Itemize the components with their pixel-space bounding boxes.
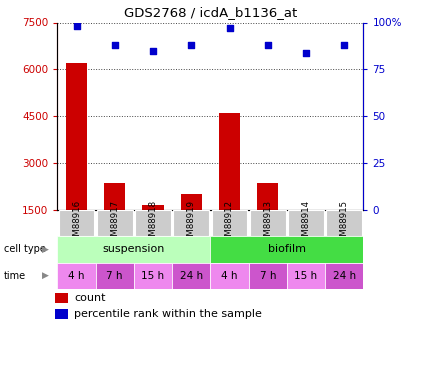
- Bar: [134, 262, 172, 289]
- Bar: [288, 210, 324, 236]
- Bar: [57, 262, 96, 289]
- Bar: [104, 183, 125, 210]
- Bar: [66, 63, 87, 210]
- Text: time: time: [4, 271, 26, 280]
- Text: count: count: [74, 293, 105, 303]
- Text: 4 h: 4 h: [221, 271, 238, 280]
- Text: ▶: ▶: [42, 245, 49, 254]
- Text: suspension: suspension: [103, 244, 165, 254]
- Point: [264, 42, 271, 48]
- Bar: [250, 210, 286, 236]
- Point: [150, 48, 156, 54]
- Bar: [181, 194, 202, 210]
- Bar: [334, 210, 355, 213]
- Point: [111, 42, 118, 48]
- Text: 15 h: 15 h: [295, 271, 317, 280]
- Text: biofilm: biofilm: [268, 244, 306, 254]
- Text: 4 h: 4 h: [68, 271, 85, 280]
- Point: [303, 50, 309, 55]
- Text: cell type: cell type: [4, 244, 46, 254]
- Bar: [59, 210, 94, 236]
- Text: GSM88919: GSM88919: [187, 200, 196, 247]
- Text: 15 h: 15 h: [142, 271, 164, 280]
- Bar: [173, 210, 209, 236]
- Bar: [55, 294, 68, 303]
- Text: ▶: ▶: [42, 271, 49, 280]
- Bar: [142, 206, 164, 210]
- Point: [73, 23, 80, 29]
- Text: GSM88914: GSM88914: [301, 200, 311, 247]
- Text: GSM88917: GSM88917: [110, 200, 119, 247]
- Bar: [55, 309, 68, 319]
- Bar: [210, 236, 363, 262]
- Bar: [96, 262, 134, 289]
- Text: GSM88912: GSM88912: [225, 200, 234, 247]
- Text: GSM88915: GSM88915: [340, 200, 349, 247]
- Bar: [249, 262, 287, 289]
- Point: [188, 42, 195, 48]
- Bar: [212, 210, 247, 236]
- Title: GDS2768 / icdA_b1136_at: GDS2768 / icdA_b1136_at: [124, 6, 297, 18]
- Bar: [210, 262, 249, 289]
- Bar: [97, 210, 133, 236]
- Text: 24 h: 24 h: [180, 271, 203, 280]
- Point: [341, 42, 348, 48]
- Text: 7 h: 7 h: [107, 271, 123, 280]
- Bar: [287, 262, 325, 289]
- Text: GSM88916: GSM88916: [72, 200, 81, 247]
- Bar: [57, 236, 210, 262]
- Bar: [325, 262, 363, 289]
- Text: 24 h: 24 h: [333, 271, 356, 280]
- Text: 7 h: 7 h: [260, 271, 276, 280]
- Text: GSM88918: GSM88918: [148, 200, 158, 247]
- Point: [226, 25, 233, 31]
- Bar: [257, 183, 278, 210]
- Bar: [219, 113, 240, 210]
- Bar: [172, 262, 210, 289]
- Bar: [135, 210, 171, 236]
- Text: GSM88913: GSM88913: [263, 200, 272, 247]
- Bar: [295, 210, 317, 212]
- Bar: [326, 210, 362, 236]
- Text: percentile rank within the sample: percentile rank within the sample: [74, 309, 262, 319]
